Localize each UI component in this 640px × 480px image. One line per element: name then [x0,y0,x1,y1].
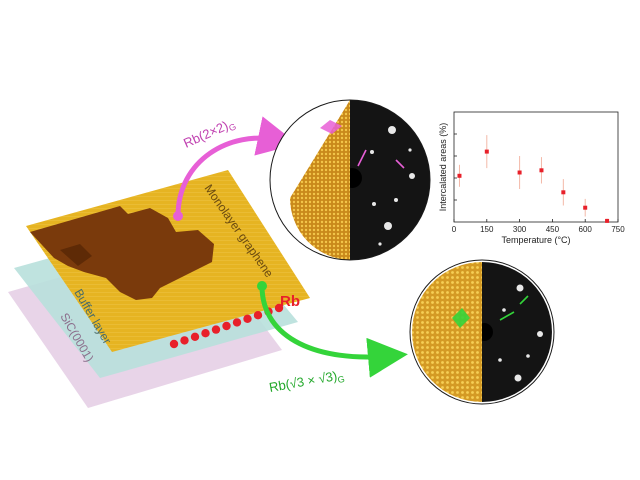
rb-atom [274,303,284,313]
chart-y-label: Intercalated areas (%) [438,123,448,212]
stm-leed-disc-2x2 [269,99,431,261]
x-tick-label: 300 [513,225,527,234]
rb-atom [232,318,242,327]
data-point [583,205,588,210]
graphene-dark-patch [60,244,92,266]
x-tick-label: 450 [546,225,560,234]
rb-atom [222,321,231,331]
stm-leed-disc-sqrt3 [409,259,555,405]
magenta-arrow-origin [173,211,183,221]
x-tick-label: 150 [480,225,494,234]
chart-ticks: 0 150 300 450 600 750 [452,133,625,234]
x-tick-label: 600 [579,225,593,234]
chart-frame [453,111,619,223]
chart-x-label: Temperature (°C) [501,235,570,245]
chart-points [457,135,610,223]
data-point [517,170,522,175]
x-tick-label: 750 [611,225,625,234]
rb-atom [243,314,252,323]
layer-stack [8,170,310,408]
green-arrow [259,285,408,378]
rb-atom [211,325,221,334]
data-point [561,190,566,195]
label-phase-2x2: Rb(2×2)G [181,115,238,153]
stm-image-sqrt3 [412,262,482,402]
x-tick-label: 0 [452,225,457,234]
label-phase-sqrt3: Rb(√3 × √3)G [268,367,346,397]
unit-cell-sqrt3-icon [452,308,470,328]
intercalation-chart: 0 150 300 450 600 750 Temperature (°C) Interc… [438,111,625,245]
data-point [484,149,489,154]
chart-axes [453,111,619,223]
rb-atom [190,332,200,341]
rb-atom [180,336,189,345]
data-point [457,173,462,178]
rb-atom [201,329,210,338]
leed-pattern-2x2 [350,100,430,260]
label-rb: Rb [280,293,300,310]
green-arrow-origin [257,281,267,291]
unit-cell-2x2-icon [320,120,342,134]
magenta-arrow [175,116,298,217]
graphene-dark-region [30,206,214,300]
rb-atom [253,311,263,320]
rb-atom [169,339,179,349]
data-point [605,218,610,223]
data-point [539,168,544,173]
